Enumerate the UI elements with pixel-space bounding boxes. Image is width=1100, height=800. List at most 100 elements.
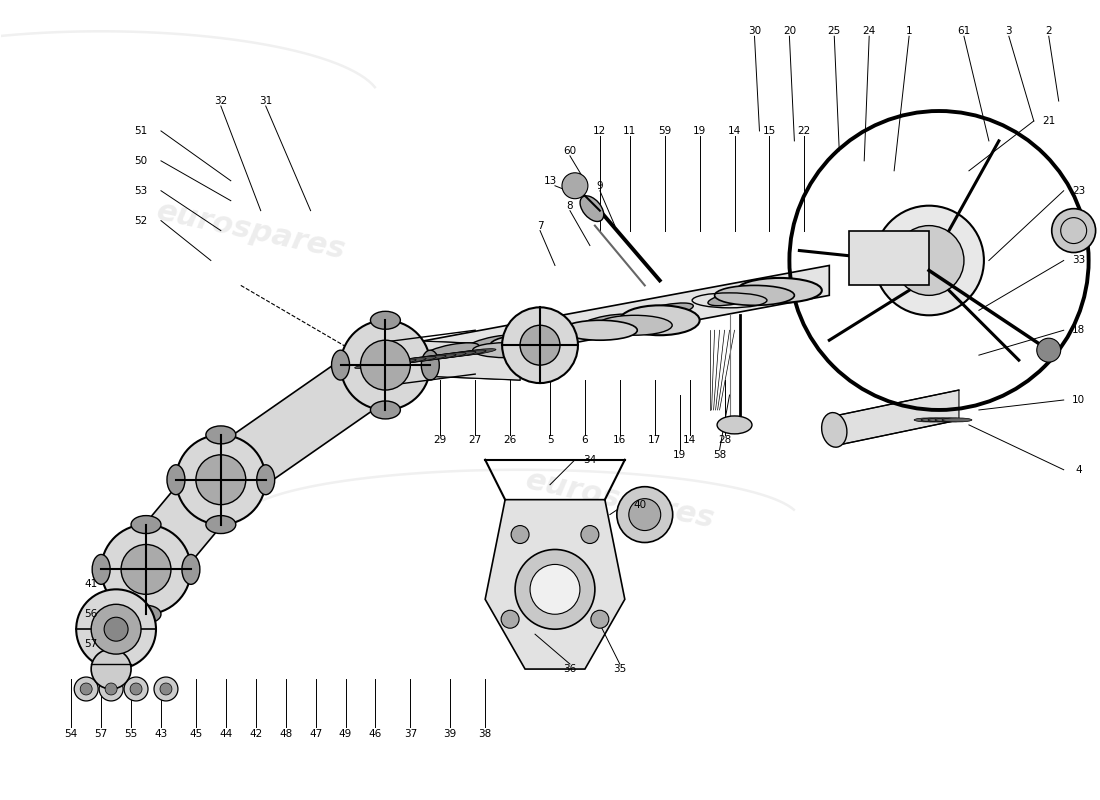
Circle shape [530,565,580,614]
Circle shape [121,545,170,594]
Ellipse shape [914,418,944,422]
Ellipse shape [619,306,700,335]
Text: 24: 24 [862,26,876,36]
Circle shape [341,320,430,410]
Text: 44: 44 [219,729,232,739]
Circle shape [629,498,661,530]
Ellipse shape [131,606,161,623]
Text: 21: 21 [1042,116,1055,126]
Ellipse shape [717,416,752,434]
Text: 57: 57 [95,729,108,739]
Text: 38: 38 [478,729,492,739]
Text: 11: 11 [624,126,637,136]
Ellipse shape [395,357,436,363]
Text: 55: 55 [124,729,138,739]
Text: 25: 25 [827,26,840,36]
Circle shape [99,677,123,701]
Circle shape [617,486,673,542]
Text: 60: 60 [563,146,576,156]
Circle shape [104,618,128,641]
Ellipse shape [375,359,416,366]
Text: 39: 39 [443,729,456,739]
Text: 37: 37 [404,729,417,739]
Ellipse shape [92,554,110,584]
Ellipse shape [468,335,521,350]
Ellipse shape [942,418,972,422]
Text: 32: 32 [214,96,228,106]
Text: 31: 31 [260,96,273,106]
Ellipse shape [331,350,350,380]
Ellipse shape [371,311,400,330]
Text: 22: 22 [798,126,811,136]
Circle shape [76,590,156,669]
Ellipse shape [425,353,466,359]
Circle shape [91,604,141,654]
Text: 52: 52 [134,216,147,226]
Polygon shape [485,500,625,669]
Ellipse shape [580,314,634,330]
Text: 59: 59 [658,126,671,136]
Ellipse shape [562,320,637,340]
Circle shape [1037,338,1060,362]
Text: 26: 26 [504,435,517,445]
Text: 14: 14 [728,126,741,136]
Circle shape [91,649,131,689]
Text: 28: 28 [718,435,732,445]
Text: 48: 48 [279,729,293,739]
Text: 19: 19 [693,126,706,136]
Circle shape [361,340,410,390]
Circle shape [74,677,98,701]
Text: 33: 33 [1072,255,1086,266]
Text: 10: 10 [1072,395,1086,405]
Text: 57: 57 [85,639,98,649]
Text: 49: 49 [339,729,352,739]
Circle shape [512,526,529,543]
Circle shape [154,677,178,701]
Ellipse shape [597,315,672,335]
Text: 29: 29 [433,435,447,445]
Text: 16: 16 [613,435,626,445]
Ellipse shape [364,360,406,367]
Circle shape [894,226,964,295]
Circle shape [80,683,92,695]
Text: 20: 20 [783,26,796,36]
Circle shape [176,435,266,525]
Text: 46: 46 [368,729,382,739]
Text: 13: 13 [543,176,557,186]
Ellipse shape [415,354,456,361]
Ellipse shape [928,418,958,422]
Ellipse shape [715,286,794,306]
Text: 23: 23 [1072,186,1086,196]
Text: 27: 27 [469,435,482,445]
Ellipse shape [639,303,693,318]
Text: 56: 56 [85,610,98,619]
Text: 18: 18 [1072,326,1086,335]
Ellipse shape [131,515,161,534]
Text: 15: 15 [762,126,777,136]
Circle shape [130,683,142,695]
Ellipse shape [182,554,200,584]
Text: 2: 2 [1045,26,1052,36]
Circle shape [502,307,578,383]
Text: 51: 51 [134,126,147,136]
Polygon shape [123,461,244,589]
Circle shape [101,525,191,614]
Text: 34: 34 [583,454,596,465]
Text: 53: 53 [134,186,147,196]
Text: eurospares: eurospares [522,466,717,534]
Ellipse shape [751,282,805,298]
Text: 14: 14 [683,435,696,445]
Text: eurospares: eurospares [154,196,348,265]
Text: 41: 41 [85,579,98,590]
Circle shape [196,455,245,505]
Circle shape [502,610,519,628]
Circle shape [562,173,587,198]
Circle shape [160,683,172,695]
Text: 8: 8 [566,201,573,210]
Circle shape [106,683,117,695]
Text: 4: 4 [1076,465,1082,474]
Text: 42: 42 [249,729,263,739]
Circle shape [591,610,609,628]
Polygon shape [400,266,829,375]
Text: 12: 12 [593,126,606,136]
